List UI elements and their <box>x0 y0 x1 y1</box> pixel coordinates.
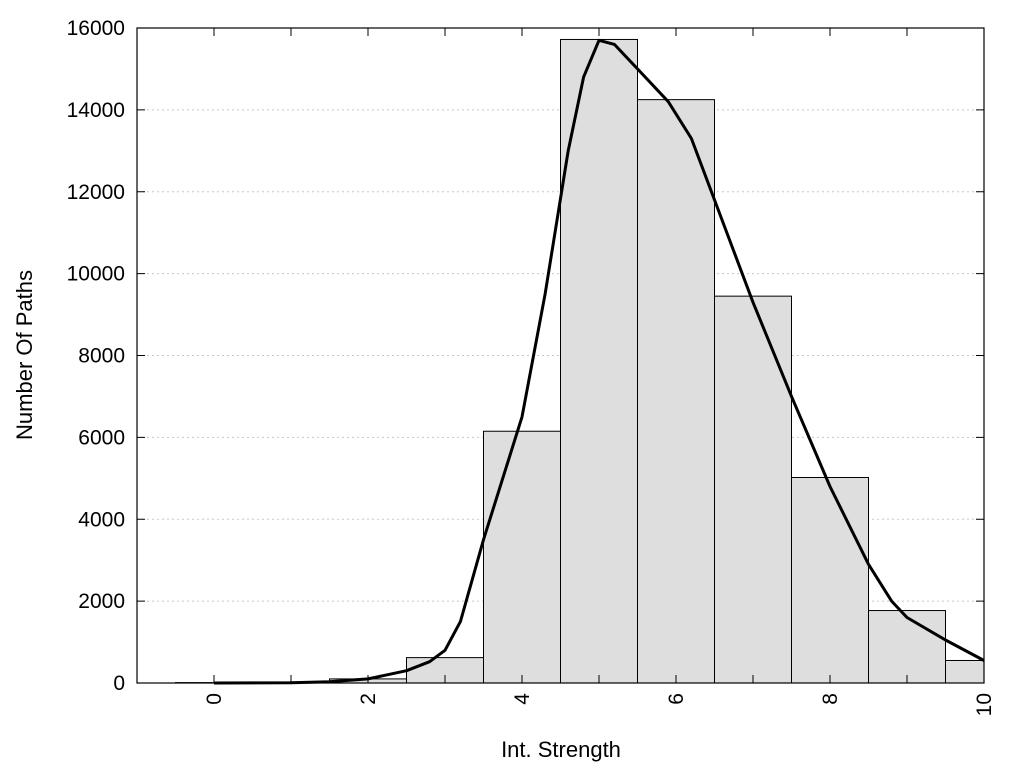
histogram-bar <box>945 659 985 684</box>
histogram-bar <box>637 99 715 684</box>
y-axis-title: Number Of Paths <box>12 270 37 440</box>
y-tick-label: 8000 <box>78 345 125 368</box>
y-tick-label: 0 <box>113 672 125 695</box>
y-tick-label: 14000 <box>67 99 125 122</box>
histogram-bar <box>714 295 792 684</box>
x-tick-label: 0 <box>203 693 226 705</box>
y-tick-label: 2000 <box>78 590 125 613</box>
y-tick-label: 6000 <box>78 426 125 449</box>
fit-curve <box>213 38 985 685</box>
y-tick-label: 4000 <box>78 508 125 531</box>
fit-curve-line <box>213 38 985 685</box>
y-tick-label: 16000 <box>67 17 125 40</box>
bars <box>175 38 985 684</box>
y-tick-label: 10000 <box>67 263 125 286</box>
x-tick-label: 10 <box>973 693 996 716</box>
x-tick-label: 2 <box>357 693 380 705</box>
x-axis-title: Int. Strength <box>501 737 621 762</box>
histogram-bar <box>791 476 869 684</box>
x-tick-label: 8 <box>819 693 842 705</box>
x-tick-label: 6 <box>665 693 688 705</box>
x-tick-label: 4 <box>511 693 534 705</box>
histogram-bar <box>868 610 946 684</box>
histogram-bar <box>483 430 561 684</box>
y-tick-label: 12000 <box>67 181 125 204</box>
tick-labels: 0 2000 4000 6000 8000 10000 12000 14000 16000 0 2 4… <box>67 17 996 716</box>
axis-ticks <box>137 27 985 684</box>
